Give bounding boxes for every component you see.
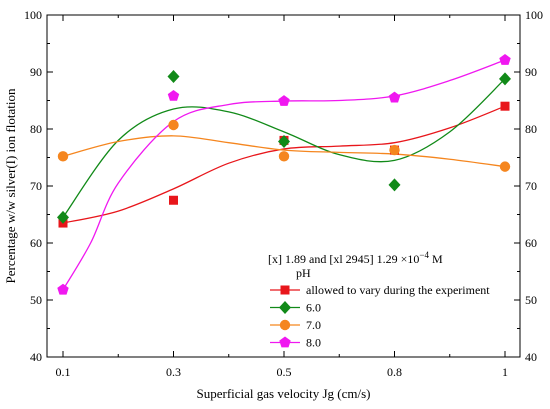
y-tick-label-right: 90 [525, 65, 537, 79]
data-point-series-3 [167, 89, 180, 101]
series-curve-2 [62, 135, 506, 168]
x-tick-label: 0.1 [56, 365, 71, 379]
x-tick-label: 0.5 [277, 365, 292, 379]
data-point-series-3 [57, 283, 69, 295]
data-point-series-1 [499, 72, 511, 86]
data-point-series-0 [500, 101, 510, 111]
data-point-series-3 [499, 54, 511, 65]
y-tick-label-right: 80 [525, 122, 537, 136]
y-tick-label-right: 50 [525, 293, 537, 307]
y-tick-label-left: 90 [30, 65, 42, 79]
legend-label-1: 6.0 [306, 301, 321, 315]
data-point-series-2 [168, 119, 179, 131]
legend-title: [x] 1.89 and [xl 2945] 1.29 ×10−4 M [268, 250, 443, 266]
y-tick-label-right: 40 [525, 350, 537, 364]
axis-ticks [47, 14, 520, 358]
legend: [x] 1.89 and [xl 2945] 1.29 ×10−4 MpH all… [268, 250, 490, 350]
data-point-series-3 [278, 95, 290, 106]
legend-label-0: allowed to vary during the experiment [306, 283, 490, 297]
series-markers [57, 54, 511, 295]
y-tick-label-right: 60 [525, 236, 537, 250]
data-point-series-2 [278, 151, 290, 162]
y-tick-label-left: 70 [30, 179, 42, 193]
legend-marker-2 [279, 319, 291, 331]
x-axis-title: Superficial gas velocity Jg (cm/s) [196, 386, 370, 401]
y-tick-label-right: 100 [525, 8, 543, 22]
data-point-series-1 [57, 210, 69, 224]
series-curve-3 [62, 59, 506, 291]
tick-labels: 40 40 50 50 60 60 70 70 80 80 90 90 100 100 0.1 0.3 0.5 0… [24, 8, 543, 379]
data-point-series-1 [278, 135, 290, 149]
legend-marker-0 [280, 285, 290, 295]
y-tick-label-left: 80 [30, 122, 42, 136]
data-point-series-3 [388, 91, 401, 103]
series-curve-0 [62, 105, 506, 224]
y-tick-label-left: 60 [30, 236, 42, 250]
x-tick-label: 1 [502, 365, 508, 379]
legend-label-3: 8.0 [306, 336, 321, 350]
legend-marker-3 [279, 336, 291, 348]
data-point-series-1 [167, 70, 180, 84]
series-curve-1 [62, 78, 506, 218]
data-point-series-2 [499, 161, 511, 172]
y-tick-label-left: 40 [30, 350, 42, 364]
y-tick-label-right: 70 [525, 179, 537, 193]
y-tick-label-left: 50 [30, 293, 42, 307]
legend-label-2: 7.0 [306, 318, 321, 332]
y-tick-label-left: 100 [24, 8, 42, 22]
data-point-series-2 [57, 151, 69, 162]
x-tick-label: 0.8 [387, 365, 402, 379]
data-point-series-1 [388, 178, 401, 192]
legend-marker-1 [279, 301, 291, 314]
y-axis-title: Percentage w/w silver(I) ion flotation [3, 88, 18, 283]
legend-subtitle: pH [296, 266, 311, 280]
data-point-series-2 [389, 144, 400, 156]
x-tick-label: 0.3 [166, 365, 181, 379]
series-curves [62, 59, 506, 291]
data-point-series-0 [169, 195, 178, 205]
